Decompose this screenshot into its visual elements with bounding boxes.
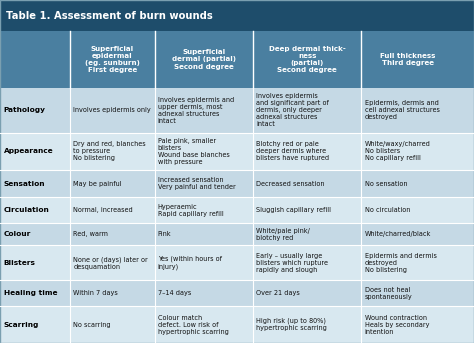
Text: Superficial
epidermal
(eg. sunburn)
First degree: Superficial epidermal (eg. sunburn) Firs… xyxy=(85,46,140,73)
Bar xyxy=(0,31,474,88)
Text: Pink: Pink xyxy=(158,232,172,237)
Text: White/waxy/charred
No blisters
No capillary refill: White/waxy/charred No blisters No capill… xyxy=(365,141,430,161)
Text: Pathology: Pathology xyxy=(4,107,46,113)
Bar xyxy=(0,88,474,133)
Bar xyxy=(0,306,474,343)
Text: Pale pink, smaller
blisters
Wound base blanches
with pressure: Pale pink, smaller blisters Wound base b… xyxy=(158,138,229,165)
Text: Sensation: Sensation xyxy=(4,181,46,187)
Text: Early – usually large
blisters which rupture
rapidly and slough: Early – usually large blisters which rup… xyxy=(256,253,328,273)
Text: Superficial
dermal (partial)
Second degree: Superficial dermal (partial) Second degr… xyxy=(172,49,236,70)
Text: 7–14 days: 7–14 days xyxy=(158,291,191,296)
Text: Within 7 days: Within 7 days xyxy=(73,291,118,296)
Text: Involves epidermis and
upper dermis, most
adnexal structures
intact: Involves epidermis and upper dermis, mos… xyxy=(158,97,234,123)
Text: Dry and red, blanches
to pressure
No blistering: Dry and red, blanches to pressure No bli… xyxy=(73,141,146,161)
Text: May be painful: May be painful xyxy=(73,181,122,187)
Text: White/charred/black: White/charred/black xyxy=(365,232,431,237)
Text: Table 1. Assessment of burn wounds: Table 1. Assessment of burn wounds xyxy=(6,11,212,21)
Text: Does not heal
spontaneously: Does not heal spontaneously xyxy=(365,287,412,300)
Text: Involves epidermis
and significant part of
dermis, only deeper
adnexal structure: Involves epidermis and significant part … xyxy=(256,93,329,127)
Text: Epidermis, dermis and
cell adnexal structures
destroyed: Epidermis, dermis and cell adnexal struc… xyxy=(365,100,439,120)
Text: No circulation: No circulation xyxy=(365,208,410,213)
Text: Normal, increased: Normal, increased xyxy=(73,208,133,213)
Text: White/pale pink/
blotchy red: White/pale pink/ blotchy red xyxy=(256,228,310,241)
Text: Epidermis and dermis
destroyed
No blistering: Epidermis and dermis destroyed No bliste… xyxy=(365,253,437,273)
Text: Wound contraction
Heals by secondary
intention: Wound contraction Heals by secondary int… xyxy=(365,315,429,335)
Bar xyxy=(0,198,474,223)
Text: Blotchy red or pale
deeper dermis where
blisters have ruptured: Blotchy red or pale deeper dermis where … xyxy=(256,141,329,161)
Text: Scarring: Scarring xyxy=(4,322,39,328)
Bar xyxy=(0,0,474,31)
Bar xyxy=(0,133,474,170)
Text: Appearance: Appearance xyxy=(4,148,54,154)
Text: Increased sensation
Very painful and tender: Increased sensation Very painful and ten… xyxy=(158,177,236,190)
Bar xyxy=(0,246,474,281)
Text: Deep dermal thick-
ness
(partial)
Second degree: Deep dermal thick- ness (partial) Second… xyxy=(269,46,346,73)
Text: Colour: Colour xyxy=(4,232,31,237)
Text: Hyperaemic
Rapid capillary refill: Hyperaemic Rapid capillary refill xyxy=(158,204,224,217)
Text: Yes (within hours of
injury): Yes (within hours of injury) xyxy=(158,256,222,270)
Text: Over 21 days: Over 21 days xyxy=(256,291,300,296)
Text: High risk (up to 80%)
hypertrophic scarring: High risk (up to 80%) hypertrophic scarr… xyxy=(256,318,328,331)
Text: No scarring: No scarring xyxy=(73,322,111,328)
Text: Involves epidermis only: Involves epidermis only xyxy=(73,107,151,113)
Text: No sensation: No sensation xyxy=(365,181,407,187)
Text: Blisters: Blisters xyxy=(4,260,36,266)
Text: Decreased sensation: Decreased sensation xyxy=(256,181,325,187)
Text: Sluggish capillary refill: Sluggish capillary refill xyxy=(256,208,331,213)
Text: Colour match
defect. Low risk of
hypertrophic scarring: Colour match defect. Low risk of hypertr… xyxy=(158,315,229,335)
Bar xyxy=(0,170,474,198)
Text: None or (days) later or
desquamation: None or (days) later or desquamation xyxy=(73,256,148,270)
Bar xyxy=(0,281,474,306)
Text: Red, warm: Red, warm xyxy=(73,232,109,237)
Text: Circulation: Circulation xyxy=(4,208,50,213)
Text: Healing time: Healing time xyxy=(4,291,57,296)
Text: Full thickness
Third degree: Full thickness Third degree xyxy=(381,53,436,66)
Bar xyxy=(0,223,474,246)
